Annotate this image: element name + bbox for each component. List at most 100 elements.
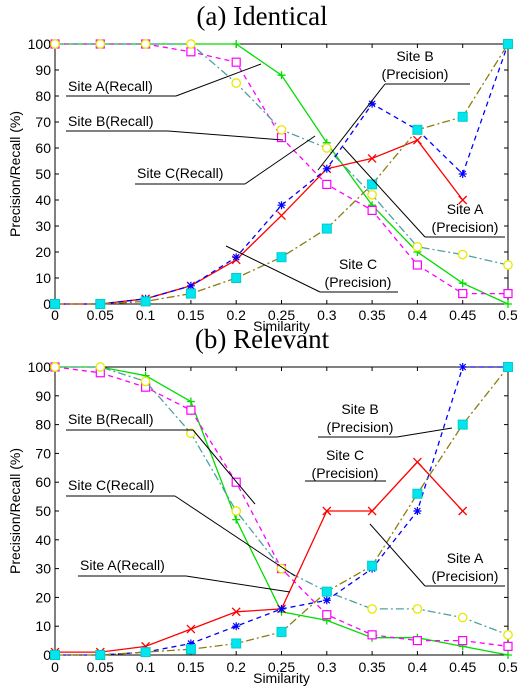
data-point-c-recall bbox=[95, 39, 106, 49]
series-line-b-recall bbox=[54, 366, 509, 648]
x-tick-label: 0.25 bbox=[268, 659, 295, 675]
data-point-b-recall bbox=[458, 635, 468, 646]
data-point-c-recall bbox=[457, 612, 468, 623]
annotation-label: Site B(Recall) bbox=[68, 113, 154, 129]
annotation-leader bbox=[244, 135, 316, 185]
annotation-label: Site A bbox=[447, 550, 484, 566]
data-point-c-recall bbox=[367, 604, 377, 614]
annotation-label: Site B bbox=[396, 48, 433, 64]
annotation-leader bbox=[174, 495, 296, 577]
y-tick-label: 90 bbox=[35, 62, 51, 78]
annotation-label: (Precision) bbox=[325, 274, 392, 290]
annotation-leader bbox=[396, 427, 453, 438]
data-point-a-recall bbox=[232, 515, 241, 524]
annotation-label: Site A bbox=[447, 201, 484, 217]
y-tick-label: 10 bbox=[35, 618, 51, 634]
data-point-a-recall bbox=[504, 300, 512, 308]
series-a-recall bbox=[51, 363, 512, 659]
annotation-label: Site C(Recall) bbox=[68, 477, 154, 493]
annotation-b-recall: Site B(Recall) bbox=[66, 411, 256, 505]
data-point-a-precision bbox=[367, 506, 377, 516]
x-tick-label: 0.4 bbox=[408, 307, 428, 323]
annotation-a-recall: Site A(Recall) bbox=[66, 63, 262, 97]
annotation-label: Site C bbox=[326, 447, 364, 463]
data-point-c-precision bbox=[95, 650, 106, 660]
x-tick-label: 0.5 bbox=[498, 307, 517, 323]
annotation-a-precision: Site A (Precision) bbox=[369, 523, 505, 587]
data-point-c-precision bbox=[412, 124, 423, 135]
data-point-a-precision bbox=[458, 506, 468, 516]
annotation-label: Site B bbox=[341, 401, 378, 417]
x-tick-label: 0 bbox=[51, 307, 59, 323]
data-point-c-recall bbox=[412, 604, 423, 614]
data-point-c-recall bbox=[231, 78, 242, 88]
data-point-c-recall bbox=[95, 362, 106, 372]
series-line-c-recall bbox=[55, 366, 509, 636]
annotation-c-precision: Site C (Precision) bbox=[305, 447, 386, 482]
data-point-b-recall bbox=[367, 205, 377, 215]
data-point-a-precision bbox=[231, 607, 241, 617]
data-point-c-recall bbox=[140, 376, 151, 387]
data-point-c-recall bbox=[503, 260, 513, 270]
y-tick-label: 70 bbox=[35, 445, 51, 461]
data-point-c-recall bbox=[412, 241, 423, 252]
x-tick-label: 0.2 bbox=[226, 659, 246, 675]
x-tick-label: 0.3 bbox=[317, 307, 337, 323]
x-axis-label: Similarity bbox=[253, 670, 310, 686]
data-point-c-precision bbox=[50, 650, 60, 660]
y-tick-label: 40 bbox=[35, 532, 51, 548]
y-tick-label: 0 bbox=[43, 647, 51, 663]
series-line-a-precision bbox=[55, 139, 464, 305]
annotation-b-precision: Site B (Precision) bbox=[317, 48, 470, 171]
data-point-a-precision bbox=[412, 135, 422, 145]
y-tick-label: 20 bbox=[35, 589, 51, 605]
data-point-a-precision bbox=[458, 195, 468, 205]
x-tick-label: 0.05 bbox=[87, 659, 114, 675]
x-tick-label: 0.15 bbox=[177, 659, 204, 675]
data-point-a-precision bbox=[412, 457, 422, 467]
data-point-c-precision bbox=[276, 252, 287, 263]
data-point-c-recall bbox=[140, 39, 151, 49]
annotation-c-recall: Site C(Recall) bbox=[135, 135, 316, 185]
series-line-a-precision bbox=[55, 461, 464, 653]
data-point-c-recall bbox=[321, 143, 332, 153]
data-point-a-recall bbox=[186, 397, 195, 406]
data-point-b-recall bbox=[276, 133, 287, 143]
y-tick-label: 80 bbox=[35, 417, 51, 433]
annotation-label: (Precision) bbox=[432, 219, 499, 235]
annotation-leader bbox=[175, 63, 262, 97]
annotation-leader bbox=[185, 575, 291, 593]
annotation-leader bbox=[317, 83, 386, 171]
x-tick-label: 0.45 bbox=[449, 659, 476, 675]
data-point-c-precision bbox=[321, 586, 332, 597]
data-point-c-recall bbox=[276, 124, 287, 135]
series-a-precision bbox=[50, 135, 468, 309]
data-point-b-recall bbox=[503, 641, 513, 651]
data-point-b-precision bbox=[458, 170, 467, 178]
y-tick-label: 0 bbox=[43, 296, 51, 312]
data-point-c-precision bbox=[231, 638, 242, 649]
data-point-b-recall bbox=[186, 47, 196, 57]
data-point-b-recall bbox=[322, 610, 332, 620]
y-tick-label: 40 bbox=[35, 192, 51, 208]
x-tick-label: 0.15 bbox=[177, 307, 204, 323]
y-tick-label: 90 bbox=[35, 388, 51, 404]
annotation-label: Site B(Recall) bbox=[68, 411, 154, 427]
data-point-b-recall bbox=[412, 635, 422, 646]
x-tick-label: 0.1 bbox=[136, 659, 156, 675]
data-point-c-precision bbox=[367, 560, 378, 571]
data-point-c-precision bbox=[276, 626, 287, 637]
x-tick-label: 0.05 bbox=[87, 307, 114, 323]
chart-panel-2: (b) Relevant 0 10 20 30 40 50 60 70 80 90 100 0 0.05 0… bbox=[7, 324, 517, 686]
data-point-c-recall bbox=[50, 362, 60, 372]
data-point-b-precision bbox=[413, 507, 422, 515]
x-tick-label: 0.25 bbox=[268, 307, 295, 323]
data-point-c-precision bbox=[140, 647, 151, 658]
data-point-a-recall bbox=[277, 71, 286, 80]
annotation-label: Site C(Recall) bbox=[137, 165, 223, 181]
annotation-label: (Precision) bbox=[432, 568, 499, 584]
data-point-b-precision bbox=[186, 639, 195, 648]
data-point-b-precision bbox=[368, 99, 377, 108]
data-point-c-recall bbox=[276, 563, 287, 574]
